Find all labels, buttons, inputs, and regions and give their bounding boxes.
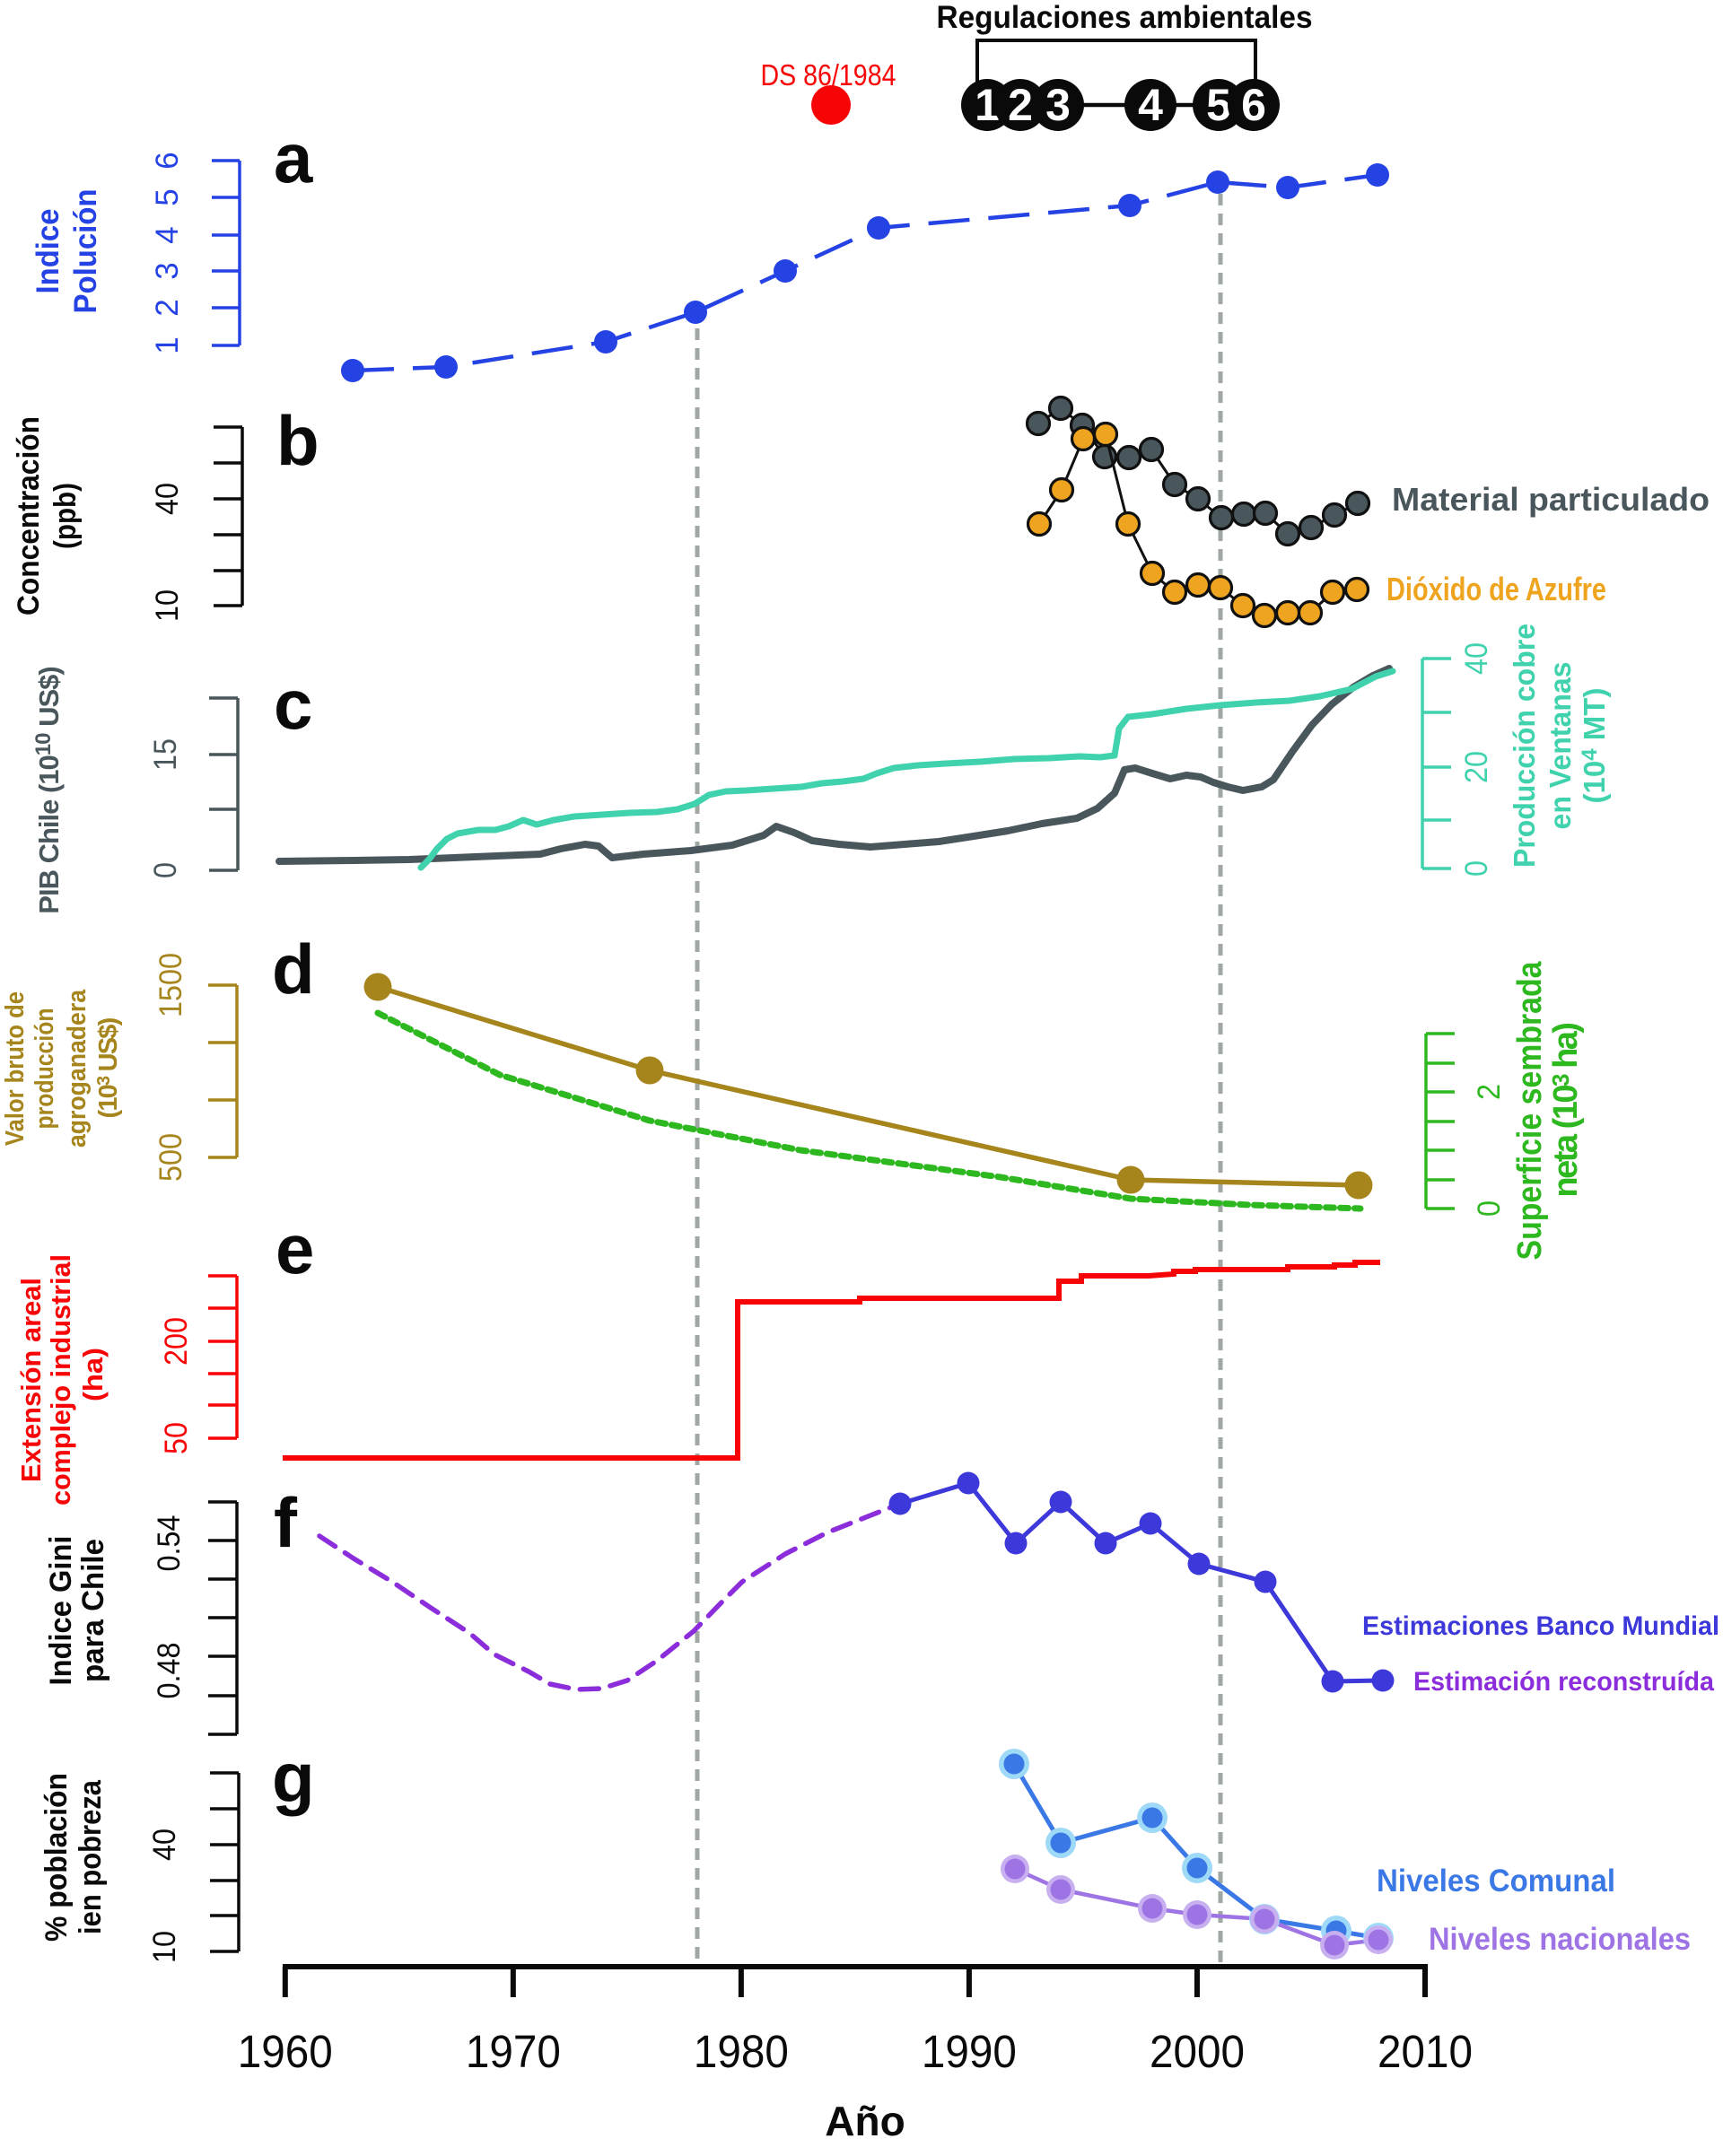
svg-text:Material particulado: Material particulado — [1392, 481, 1710, 518]
svg-text:producción: producción — [31, 1008, 59, 1130]
svg-text:c: c — [274, 665, 312, 744]
svg-text:1980: 1980 — [694, 2026, 789, 2077]
svg-text:10: 10 — [147, 1931, 182, 1963]
svg-text:e: e — [276, 1209, 314, 1288]
svg-text:4: 4 — [150, 226, 185, 243]
svg-text:6: 6 — [150, 152, 185, 169]
svg-text:1: 1 — [150, 336, 185, 354]
svg-text:1500: 1500 — [153, 953, 188, 1017]
svg-text:Dióxido de Azufre: Dióxido de Azufre — [1386, 571, 1606, 607]
svg-text:40: 40 — [150, 483, 185, 515]
svg-text:40: 40 — [1459, 642, 1494, 675]
svg-text:Concentración: Concentración — [12, 416, 46, 615]
svg-text:15: 15 — [148, 738, 183, 771]
svg-text:Año: Año — [825, 2098, 905, 2144]
svg-text:6: 6 — [1241, 80, 1266, 130]
svg-text:0.48: 0.48 — [152, 1643, 187, 1699]
svg-text:5: 5 — [1206, 80, 1231, 130]
svg-text:2010: 2010 — [1378, 2026, 1473, 2077]
svg-text:DS 86/1984: DS 86/1984 — [761, 58, 896, 92]
svg-text:Producción cobre: Producción cobre — [1508, 624, 1541, 868]
svg-text:0.54: 0.54 — [152, 1515, 187, 1572]
svg-text:en Ventanas: en Ventanas — [1544, 662, 1577, 830]
svg-text:1960: 1960 — [238, 2026, 333, 2077]
svg-text:(104 MT): (104 MT) — [1578, 688, 1611, 804]
svg-text:Valor bruto de: Valor bruto de — [1, 991, 30, 1146]
svg-text:neta (103 ha): neta (103 ha) — [1547, 1024, 1585, 1198]
svg-text:Extensión areal: Extensión areal — [15, 1278, 47, 1482]
svg-text:d: d — [272, 930, 315, 1008]
svg-text:500: 500 — [153, 1133, 188, 1182]
svg-text:Indice: Indice — [31, 209, 66, 294]
svg-text:(103 US$): (103 US$) — [94, 1017, 123, 1118]
svg-text:Indice Gini: Indice Gini — [44, 1536, 78, 1686]
svg-text:3: 3 — [1045, 80, 1071, 130]
svg-text:b: b — [276, 401, 319, 480]
svg-text:4: 4 — [1138, 80, 1163, 130]
svg-text:ien pobreza: ien pobreza — [74, 1779, 108, 1934]
svg-text:a: a — [274, 118, 313, 197]
svg-text:% población: % población — [39, 1773, 74, 1942]
svg-text:(ppb): (ppb) — [48, 483, 83, 549]
svg-text:agroganadera: agroganadera — [63, 989, 92, 1148]
svg-text:(ha): (ha) — [77, 1348, 109, 1401]
svg-text:3: 3 — [150, 262, 185, 279]
svg-text:2: 2 — [1472, 1084, 1507, 1100]
svg-text:0: 0 — [148, 862, 183, 878]
svg-text:10: 10 — [150, 589, 185, 622]
svg-text:Regulaciones ambientales: Regulaciones ambientales — [937, 0, 1313, 35]
svg-text:50: 50 — [159, 1422, 194, 1454]
svg-text:20: 20 — [1459, 751, 1494, 783]
svg-text:40: 40 — [147, 1829, 182, 1861]
svg-text:2: 2 — [150, 299, 185, 316]
svg-text:5: 5 — [150, 188, 185, 205]
svg-text:Superficie sembrada: Superficie sembrada — [1511, 961, 1549, 1261]
svg-text:1970: 1970 — [466, 2026, 561, 2077]
svg-text:Estimaciones Banco Mundial: Estimaciones Banco Mundial — [1362, 1611, 1719, 1641]
svg-text:Niveles nacionales: Niveles nacionales — [1429, 1922, 1691, 1957]
svg-text:0: 0 — [1459, 860, 1494, 877]
svg-text:Niveles Comunal: Niveles Comunal — [1377, 1864, 1615, 1899]
svg-text:f: f — [274, 1483, 298, 1562]
svg-text:g: g — [272, 1738, 315, 1817]
svg-text:Polución: Polución — [68, 189, 103, 314]
svg-text:0: 0 — [1472, 1200, 1507, 1217]
svg-text:Estimación reconstruída: Estimación reconstruída — [1413, 1667, 1714, 1697]
svg-text:para Chile: para Chile — [76, 1539, 110, 1682]
svg-text:200: 200 — [159, 1317, 194, 1366]
svg-text:2000: 2000 — [1150, 2026, 1245, 2077]
svg-text:1990: 1990 — [922, 2026, 1017, 2077]
svg-text:PIB Chile (1010 US$): PIB Chile (1010 US$) — [31, 667, 65, 913]
svg-text:2: 2 — [1008, 80, 1033, 130]
svg-text:complejo industrial: complejo industrial — [45, 1254, 76, 1506]
